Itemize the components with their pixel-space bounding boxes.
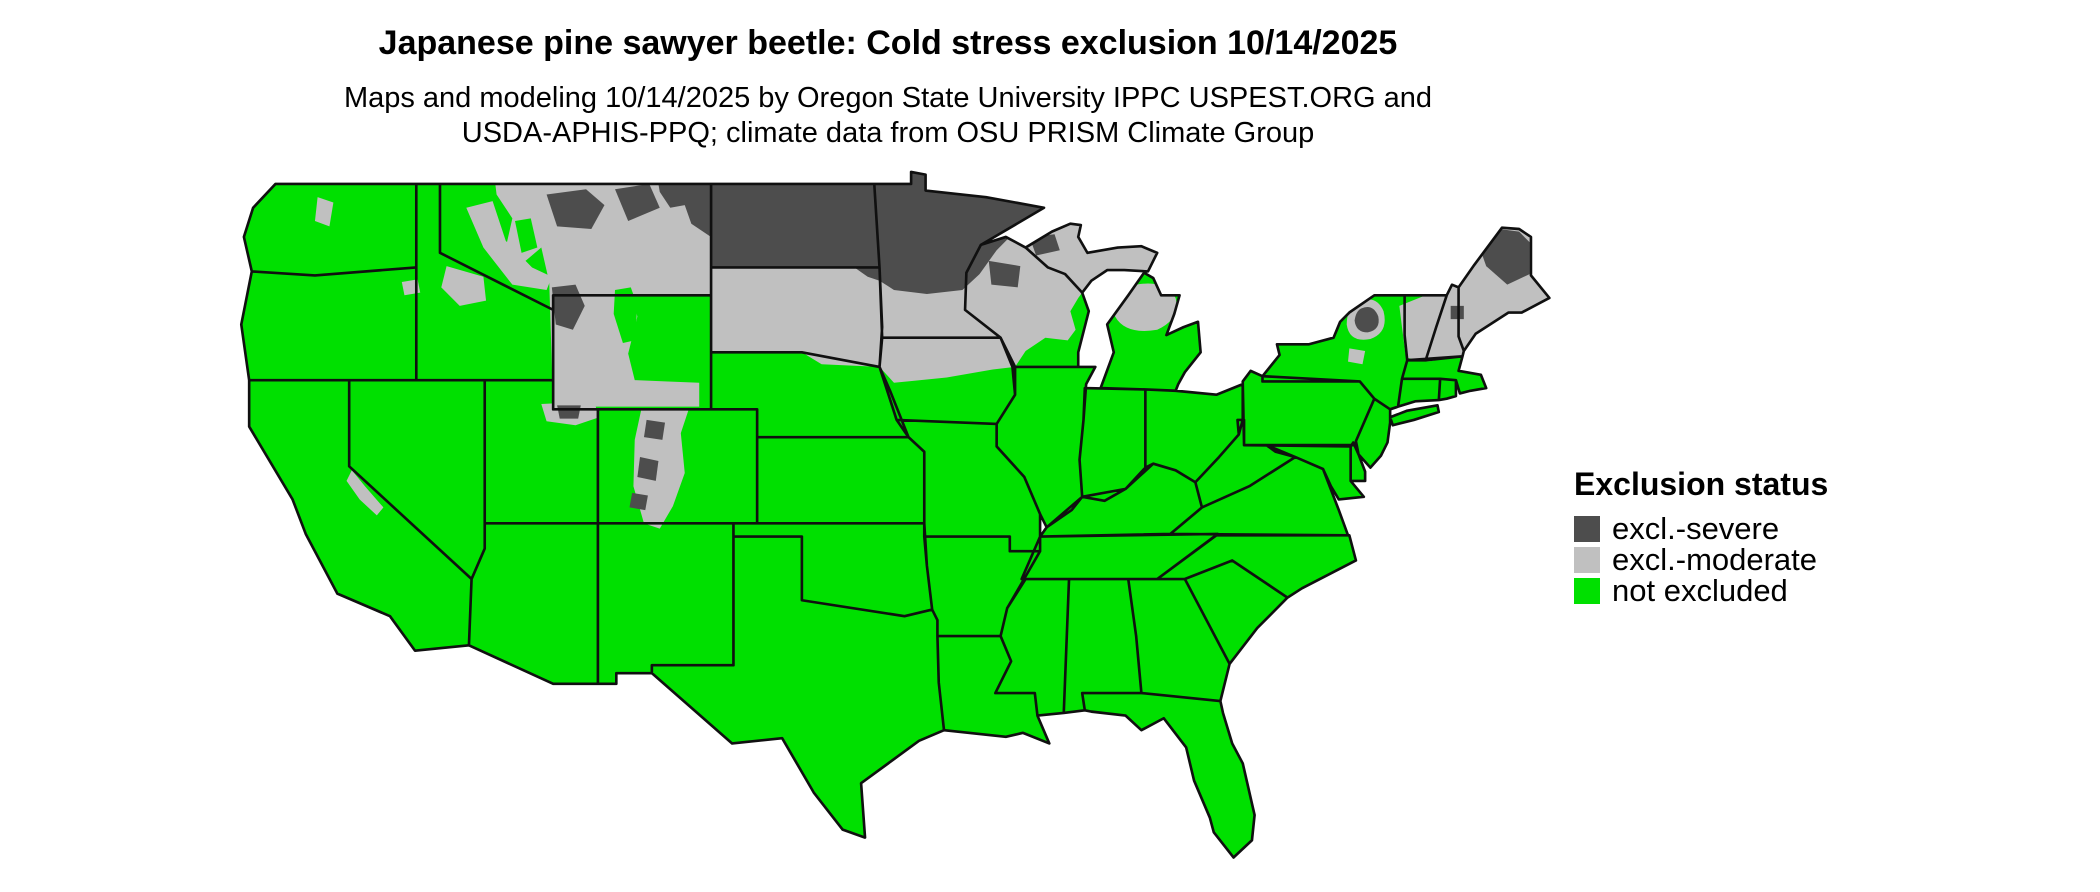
exclusion-patch bbox=[549, 282, 700, 407]
legend-item-notexcluded: not excluded bbox=[1574, 575, 1828, 606]
exclusion-patch bbox=[1354, 307, 1379, 333]
valley-patch bbox=[514, 218, 538, 253]
legend-title: Exclusion status bbox=[1574, 466, 1829, 502]
valley-patch bbox=[613, 287, 638, 344]
us-exclusion-map bbox=[239, 170, 1551, 859]
legend-swatch-moderate bbox=[1574, 546, 1600, 573]
not-excluded-valley-patches bbox=[514, 218, 638, 344]
exclusion-patch bbox=[1348, 348, 1366, 365]
exclusion-patch bbox=[643, 419, 666, 440]
legend-item-severe: excl.-severe bbox=[1574, 513, 1828, 544]
exclusion-patch bbox=[314, 197, 334, 227]
legend-swatch-notexcluded bbox=[1574, 577, 1600, 604]
map-subtitle-line1: Maps and modeling 10/14/2025 by Oregon S… bbox=[343, 82, 1433, 114]
legend-swatch-severe bbox=[1574, 515, 1600, 542]
title-block: Japanese pine sawyer beetle: Cold stress… bbox=[0, 24, 1776, 151]
exclusion-patch bbox=[346, 470, 384, 516]
legend-label: excl.-moderate bbox=[1612, 542, 1818, 577]
legend-item-moderate: excl.-moderate bbox=[1574, 544, 1828, 575]
exclusion-overlay-layer bbox=[314, 171, 1550, 529]
exclusion-patch bbox=[629, 492, 648, 511]
exclusion-patch bbox=[546, 189, 605, 229]
legend-label: not excluded bbox=[1612, 573, 1788, 608]
exclusion-patch bbox=[988, 260, 1021, 288]
exclusion-patch bbox=[441, 266, 487, 306]
map-title: Japanese pine sawyer beetle: Cold stress… bbox=[378, 24, 1398, 62]
legend-label: excl.-severe bbox=[1612, 511, 1780, 546]
exclusion-patch bbox=[466, 201, 552, 290]
legend: Exclusion status excl.-severe excl.-mode… bbox=[1574, 466, 1828, 606]
map-subtitle-line2: USDA-APHIS-PPQ; climate data from OSU PR… bbox=[461, 117, 1315, 149]
exclusion-patch bbox=[557, 405, 581, 419]
exclusion-patch bbox=[615, 183, 660, 222]
exclusion-patch bbox=[637, 457, 659, 481]
